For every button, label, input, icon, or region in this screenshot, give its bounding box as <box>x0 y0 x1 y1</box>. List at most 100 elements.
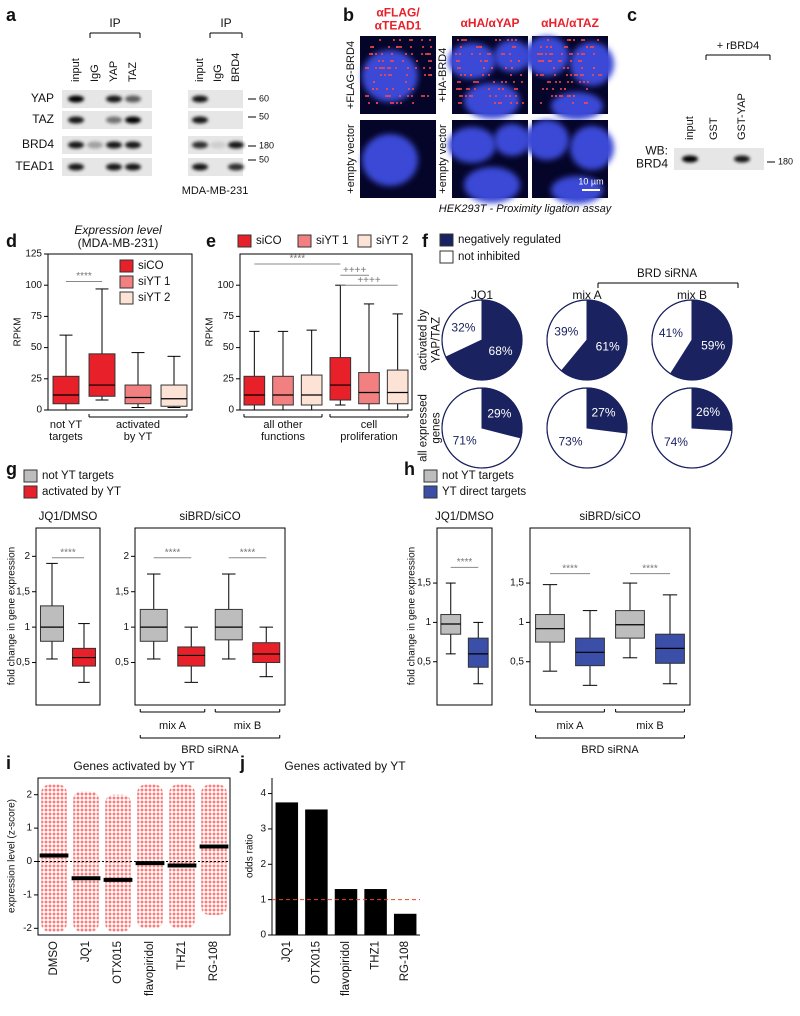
pla-dot <box>549 81 551 83</box>
panel-letter: b <box>343 5 354 25</box>
significance-label: ++++ <box>357 275 381 286</box>
chart-title: Genes activated by YT <box>73 759 195 773</box>
column-label: αHA/αTAZ <box>541 16 599 30</box>
blot-strip <box>188 90 243 108</box>
pla-dot <box>460 74 462 76</box>
legend-swatch <box>439 250 454 264</box>
pla-dot <box>590 46 592 48</box>
blot-band <box>125 141 141 149</box>
label-line: activated by <box>418 309 430 371</box>
nucleus <box>570 126 614 170</box>
value-label: 26% <box>696 405 720 419</box>
pla-dot <box>495 39 497 41</box>
pla-dot <box>567 95 569 97</box>
y-tick-label: 1,5 <box>417 578 431 589</box>
pla-dot <box>483 67 485 69</box>
pla-dot <box>381 67 383 69</box>
blot-band <box>734 155 750 163</box>
pla-dot <box>511 67 513 69</box>
pla-dot <box>493 81 495 83</box>
pla-dot <box>480 60 482 62</box>
nucleus <box>464 83 520 119</box>
nucleus <box>494 124 530 156</box>
pla-dot <box>586 88 588 90</box>
pla-dot <box>572 102 574 104</box>
pla-dot <box>457 67 459 69</box>
group-label: BRD siRNA <box>181 744 239 756</box>
label-line: by YT <box>124 431 153 443</box>
x-tick-label: JQ1 <box>80 941 92 962</box>
pla-dot <box>411 53 413 55</box>
pla-dot <box>518 60 520 62</box>
column-label: mix B <box>677 288 707 302</box>
pla-dot <box>391 53 393 55</box>
pla-dot <box>548 60 550 62</box>
pla-dot <box>542 88 544 90</box>
pie-outline <box>546 299 628 381</box>
pla-dot <box>559 95 561 97</box>
x-tick-label: JQ1 <box>281 941 293 962</box>
pla-dot <box>571 53 573 55</box>
y-tick-label: 125 <box>25 249 42 260</box>
pla-dot <box>488 88 490 90</box>
lane-label: input <box>684 116 696 140</box>
pla-dot <box>549 53 551 55</box>
y-tick-label: 0 <box>260 930 266 941</box>
pla-dot <box>422 46 424 48</box>
pla-dot <box>505 95 507 97</box>
category-label: mix A <box>159 720 187 732</box>
pla-dot <box>516 88 518 90</box>
bar <box>275 802 299 935</box>
box <box>124 384 152 405</box>
value-label: 59% <box>701 338 725 352</box>
box <box>252 642 281 664</box>
pla-dot <box>597 39 599 41</box>
pla-dot <box>421 39 423 41</box>
pla-dot <box>459 81 461 83</box>
pla-dot <box>388 46 390 48</box>
box <box>243 375 266 406</box>
pla-dot <box>480 46 482 48</box>
mw-marker: 60 <box>259 93 269 103</box>
pla-dot <box>573 39 575 41</box>
x-tick-label: DMSO <box>48 941 60 976</box>
significance-label: **** <box>457 557 473 568</box>
label-line: not YT <box>50 419 82 431</box>
pla-dot <box>381 53 383 55</box>
pla-dot <box>396 102 398 104</box>
plot-frame <box>47 253 193 411</box>
pla-dot <box>412 88 414 90</box>
ip-label: IP <box>220 16 231 30</box>
pla-dot <box>550 46 552 48</box>
pla-dot <box>375 53 377 55</box>
lane-label: IgG <box>89 64 101 82</box>
pla-dot <box>365 67 367 69</box>
row-label: BRD4 <box>22 137 54 151</box>
legend-label: negatively regulated <box>458 234 561 246</box>
significance-label: ++++ <box>343 265 367 276</box>
box <box>39 605 65 642</box>
pla-dot <box>396 46 398 48</box>
nucleus <box>525 120 569 160</box>
pla-dot <box>541 53 543 55</box>
pla-dot <box>537 53 539 55</box>
pla-dot <box>421 53 423 55</box>
pla-dot <box>545 53 547 55</box>
panel-letter: i <box>6 753 11 773</box>
pla-dot <box>600 74 602 76</box>
subplot-title: siBRD/siCO <box>179 511 240 523</box>
row-label: +HA-BRD4 <box>437 48 449 103</box>
pla-dot <box>473 81 475 83</box>
row-label: all expressedgenes <box>418 394 443 462</box>
blot-band <box>87 141 103 149</box>
pla-dot <box>390 74 392 76</box>
nucleus <box>551 92 603 120</box>
pla-dot <box>465 95 467 97</box>
pla-dot <box>592 46 594 48</box>
pla-dot <box>465 39 467 41</box>
nucleus <box>525 36 569 76</box>
y-tick-label: 1,5 <box>16 586 30 597</box>
pla-dot <box>505 81 507 83</box>
pla-dot <box>463 39 465 41</box>
nucleus <box>494 40 530 72</box>
